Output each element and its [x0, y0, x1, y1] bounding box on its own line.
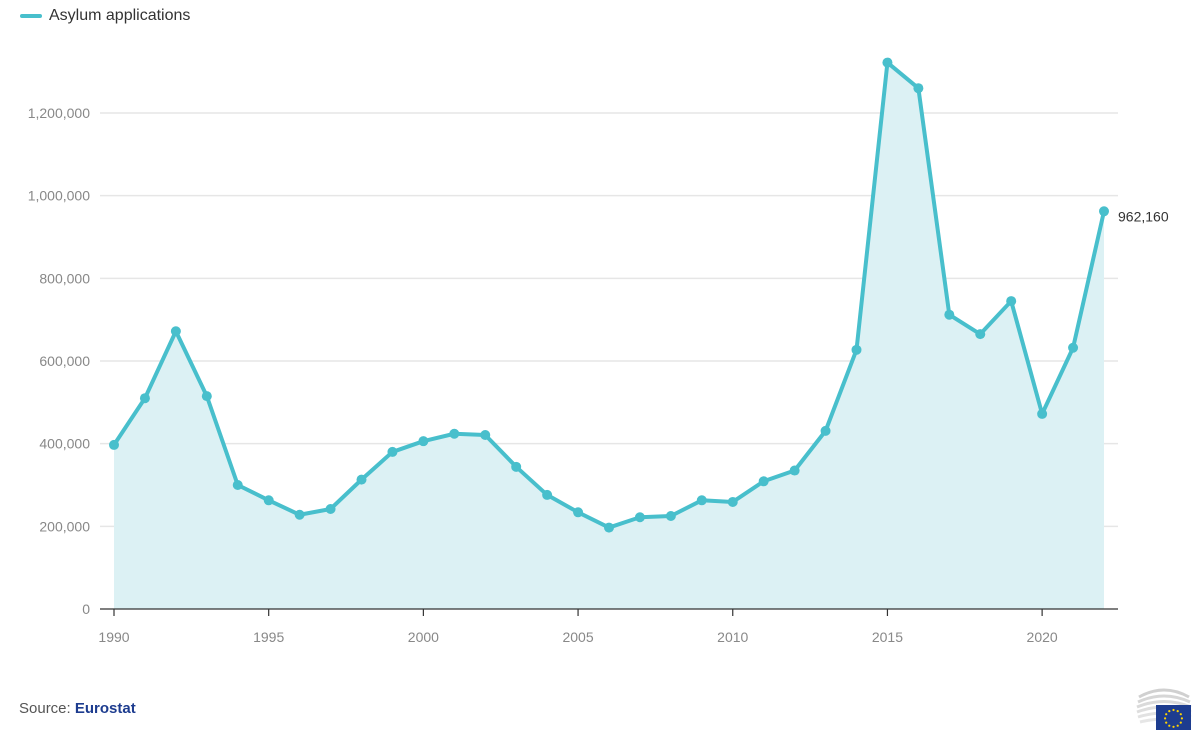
- data-point: [542, 489, 553, 500]
- asylum-line-chart: 0 200,000 400,000 600,000 800,000 1,000,000 1,…: [28, 57, 1169, 645]
- x-tick-label: 1990: [98, 629, 129, 645]
- x-tick-label: 2020: [1027, 629, 1058, 645]
- data-point: [758, 476, 769, 487]
- data-point: [1037, 408, 1048, 419]
- data-point: [449, 428, 460, 439]
- data-point: [696, 495, 707, 506]
- data-point: [480, 429, 491, 440]
- y-tick-label: 400,000: [39, 436, 90, 452]
- data-point: [665, 511, 676, 521]
- series-area: [114, 62, 1104, 609]
- data-point: [356, 474, 367, 485]
- data-point: [1099, 206, 1109, 217]
- source-note: Source: Eurostat: [19, 700, 136, 717]
- data-point: [139, 393, 150, 404]
- data-point: [1006, 296, 1017, 307]
- data-point: [604, 522, 614, 533]
- y-tick-label: 800,000: [39, 270, 90, 286]
- legend-swatch: [20, 14, 42, 18]
- data-point: [789, 465, 800, 476]
- data-point: [294, 509, 305, 520]
- data-point: [727, 496, 738, 507]
- points-layer: [109, 57, 1109, 533]
- data-point: [511, 461, 522, 472]
- y-tick-label: 1,200,000: [28, 105, 90, 121]
- data-point: [232, 480, 243, 490]
- legend-label: Asylum applications: [49, 7, 191, 24]
- x-tick-label: 1995: [253, 629, 284, 645]
- data-point: [634, 512, 645, 523]
- axis-layer: [100, 608, 1118, 616]
- data-point: [573, 507, 584, 518]
- data-point: [913, 83, 924, 94]
- x-tick-label: 2000: [408, 629, 439, 645]
- data-point: [170, 326, 181, 337]
- y-tick-label: 600,000: [39, 353, 90, 369]
- y-tick-label: 1,000,000: [28, 188, 90, 204]
- data-point: [325, 503, 336, 514]
- data-point: [882, 57, 893, 68]
- chart-legend: Asylum applications: [20, 7, 190, 25]
- data-point: [820, 425, 831, 436]
- data-point: [851, 344, 862, 355]
- source-link[interactable]: Eurostat: [74, 700, 136, 717]
- y-tick-label: 200,000: [39, 518, 90, 534]
- y-tick-label: 0: [82, 601, 90, 617]
- data-point: [418, 436, 429, 447]
- x-tick-label: 2010: [717, 629, 748, 645]
- label-layer: 0 200,000 400,000 600,000 800,000 1,000,000 1,…: [28, 105, 1169, 645]
- data-point: [944, 309, 955, 320]
- data-point: [1068, 342, 1079, 353]
- x-tick-label: 2015: [872, 629, 903, 645]
- area-layer: [114, 62, 1104, 609]
- source-prefix: Source:: [19, 700, 71, 717]
- data-point: [975, 329, 986, 340]
- data-point: [201, 391, 212, 402]
- eu-commission-logo: [1136, 688, 1192, 730]
- x-tick-label: 2005: [562, 629, 593, 645]
- data-point: [263, 495, 274, 506]
- data-point: [109, 439, 119, 450]
- end-value-label: 962,160: [1118, 208, 1169, 224]
- data-point: [387, 446, 398, 457]
